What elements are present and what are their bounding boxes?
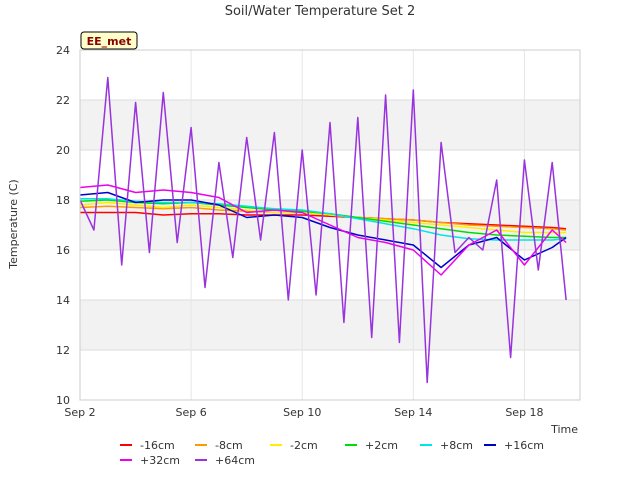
legend-item: -2cm [270,439,318,452]
y-tick-label: 10 [56,394,70,407]
plot-border [79,49,581,401]
legend-item: -8cm [195,439,243,452]
y-tick-label: 20 [56,144,70,157]
x-tick-label: Sep 6 [175,406,206,419]
legend-label: +16cm [504,439,544,452]
legend-label: +32cm [140,454,180,467]
legend-label: -2cm [290,439,318,452]
x-tick-label: Sep 18 [505,406,543,419]
band [80,350,580,400]
station-badge-label: EE_met [87,35,132,48]
legend-item: -16cm [120,439,175,452]
y-axis-ticks: 10 12 14 16 18 20 22 24 [56,44,70,407]
x-tick-label: Sep 2 [64,406,95,419]
legend-item: +16cm [484,439,544,452]
series-line-plus32cm [79,184,567,276]
band [80,300,580,350]
legend-label: -16cm [140,439,175,452]
chart-title: Soil/Water Temperature Set 2 [225,4,416,19]
series-line-minus16cm [80,211,567,230]
x-tick-label: Sep 14 [394,406,432,419]
legend-label: +8cm [440,439,473,452]
series-line-plus16cm [79,191,567,269]
legend-label: +2cm [365,439,398,452]
station-badge: EE_met [80,31,138,50]
legend-label: +64cm [215,454,255,467]
x-axis-ticks: Sep 2 Sep 6 Sep 10 Sep 14 Sep 18 [64,406,543,419]
band [80,50,580,100]
x-axis-label: Time [550,423,578,436]
y-tick-label: 24 [56,44,70,57]
legend-item: +8cm [420,439,473,452]
y-tick-label: 14 [56,294,70,307]
x-tick-label: Sep 10 [283,406,321,419]
y-tick-label: 16 [56,244,70,257]
legend-item: +64cm [195,454,255,467]
y-tick-label: 12 [56,344,70,357]
series-line-plus8cm [80,197,567,241]
y-tick-label: 22 [56,94,70,107]
series-lines [79,76,567,384]
legend-item: +2cm [345,439,398,452]
plot-frame [79,49,581,401]
band [80,250,580,300]
series-line-plus64cm [79,76,567,384]
band [80,150,580,200]
y-tick-label: 18 [56,194,70,207]
legend-item: +32cm [120,454,180,467]
legend-label: -8cm [215,439,243,452]
legend: -16cm -8cm -2cm +2cm +8cm +16cm +32cm +64cm [120,439,544,467]
y-axis-label: Temperature (C) [7,179,20,269]
